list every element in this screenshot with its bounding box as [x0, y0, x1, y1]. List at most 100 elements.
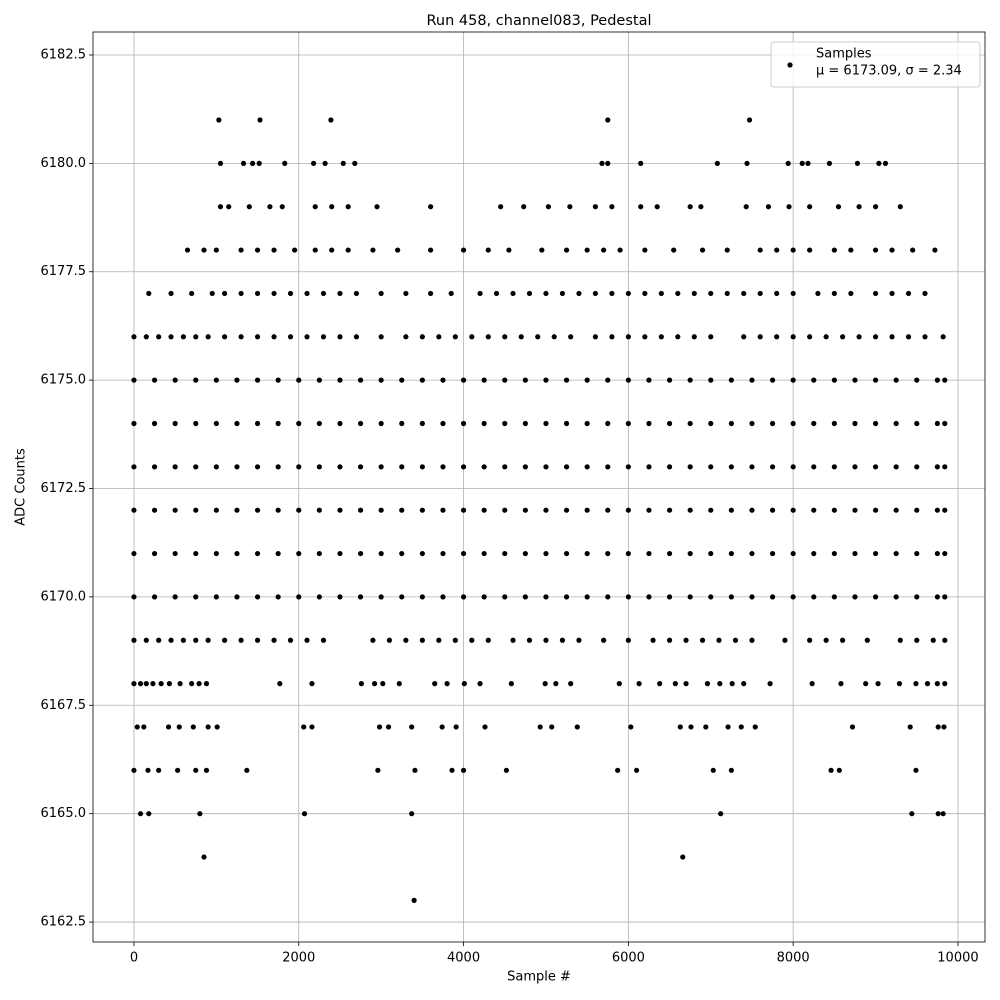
- data-point: [913, 681, 919, 687]
- data-point: [823, 334, 829, 340]
- data-point: [942, 464, 948, 470]
- data-point: [184, 247, 191, 253]
- data-point: [708, 594, 714, 600]
- data-point: [889, 334, 895, 340]
- x-tick-label: 6000: [612, 951, 645, 966]
- data-point: [636, 681, 642, 687]
- plot-frame: [92, 31, 986, 943]
- data-point: [440, 420, 446, 427]
- data-point: [168, 290, 174, 297]
- data-point: [749, 464, 755, 470]
- data-point: [769, 420, 776, 427]
- data-point: [296, 550, 302, 557]
- data-point: [922, 334, 928, 340]
- data-point: [131, 767, 137, 773]
- data-point: [316, 550, 322, 557]
- data-point: [574, 724, 580, 730]
- data-point: [275, 594, 281, 600]
- data-point: [724, 290, 730, 297]
- data-point: [370, 637, 376, 643]
- data-point: [854, 160, 861, 166]
- data-point: [811, 550, 817, 557]
- data-point: [345, 204, 351, 210]
- data-point: [131, 637, 137, 643]
- data-point: [852, 594, 858, 600]
- data-point: [378, 507, 384, 513]
- y-tick-label: 6175.0: [41, 373, 87, 388]
- data-point: [271, 334, 277, 340]
- data-point: [790, 334, 796, 340]
- data-point: [419, 420, 425, 427]
- data-point: [646, 377, 652, 383]
- data-point: [238, 637, 244, 643]
- data-point: [650, 637, 656, 643]
- data-point: [543, 420, 549, 427]
- data-point: [592, 204, 599, 210]
- data-point: [440, 464, 446, 470]
- data-point: [287, 334, 294, 340]
- data-point: [942, 377, 948, 383]
- data-point: [190, 724, 196, 730]
- data-point: [203, 767, 210, 773]
- data-point: [646, 464, 652, 470]
- data-point: [254, 247, 261, 253]
- data-point: [502, 334, 508, 340]
- data-point: [576, 637, 582, 643]
- data-point: [221, 290, 228, 297]
- data-point: [543, 290, 549, 297]
- data-point: [193, 334, 199, 340]
- data-point: [201, 854, 207, 860]
- data-point: [699, 637, 706, 643]
- data-point: [312, 247, 318, 253]
- data-point: [481, 550, 487, 557]
- data-point: [934, 377, 940, 383]
- data-point: [545, 204, 552, 210]
- data-point: [628, 724, 634, 730]
- data-point: [357, 594, 364, 600]
- data-point: [807, 637, 813, 643]
- data-point: [234, 377, 240, 383]
- data-point: [403, 637, 409, 643]
- data-point: [309, 724, 315, 730]
- data-point: [741, 334, 747, 340]
- data-point: [729, 681, 735, 687]
- data-point: [444, 681, 450, 687]
- data-point: [848, 290, 854, 297]
- data-point: [146, 811, 152, 817]
- data-point: [934, 681, 940, 687]
- data-point: [168, 334, 174, 340]
- data-point: [625, 334, 631, 340]
- data-point: [156, 334, 162, 340]
- y-axis-label: ADC Counts: [14, 448, 29, 526]
- data-point: [752, 724, 758, 730]
- data-point: [337, 550, 343, 557]
- data-point: [728, 550, 734, 557]
- data-point: [275, 464, 281, 470]
- data-point: [526, 637, 533, 643]
- data-point: [849, 724, 856, 730]
- data-point: [131, 681, 137, 687]
- data-point: [599, 160, 605, 166]
- data-point: [502, 420, 508, 427]
- data-point: [875, 681, 881, 687]
- data-point: [563, 464, 570, 470]
- y-tick-label: 6162.5: [41, 915, 87, 930]
- data-point: [213, 420, 219, 427]
- data-point: [738, 724, 744, 730]
- data-point: [481, 594, 487, 600]
- data-point: [605, 507, 611, 513]
- data-point: [526, 290, 533, 297]
- data-point: [172, 594, 178, 600]
- data-point: [271, 247, 277, 253]
- data-point: [790, 377, 796, 383]
- data-point: [357, 420, 364, 427]
- data-point: [436, 637, 442, 643]
- data-point: [543, 594, 549, 600]
- data-point: [941, 724, 947, 730]
- data-point: [809, 681, 815, 687]
- data-point: [893, 377, 899, 383]
- data-point: [329, 247, 335, 253]
- data-point: [856, 334, 862, 340]
- data-point: [744, 160, 750, 166]
- data-point: [790, 464, 796, 470]
